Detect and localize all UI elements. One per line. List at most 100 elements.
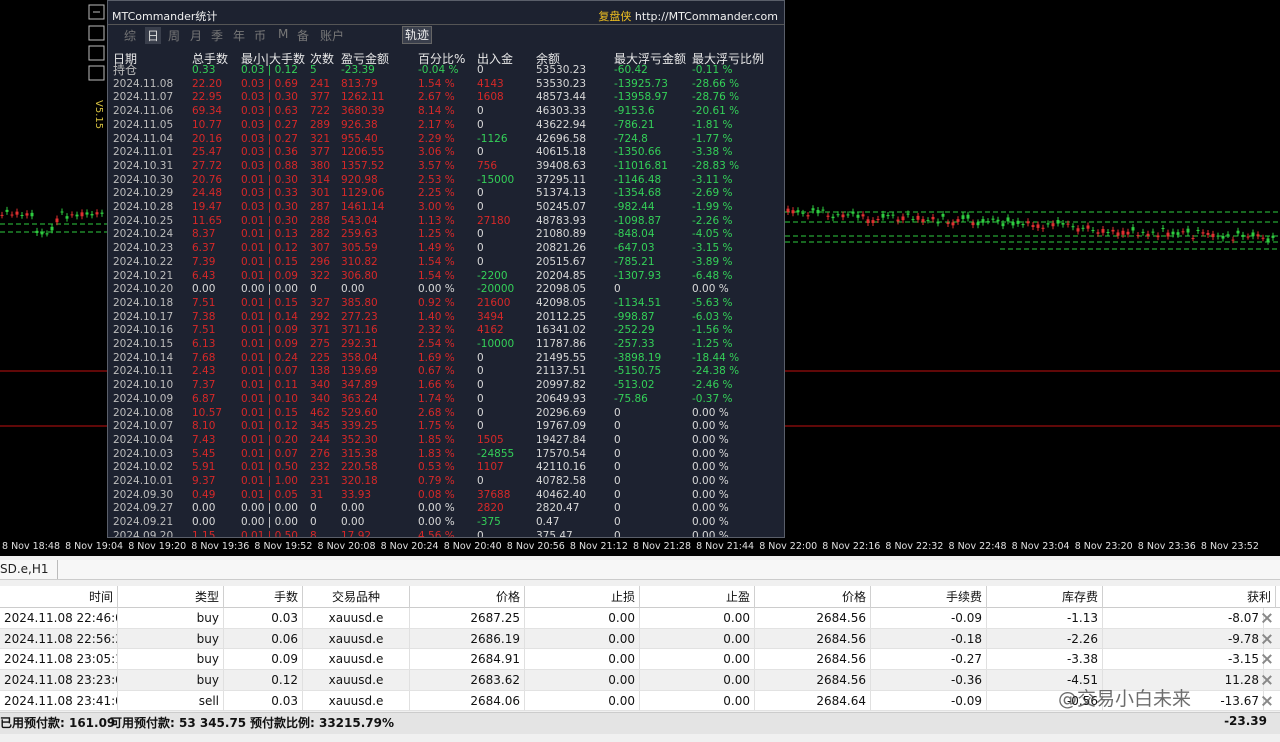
stats-cell: 307: [310, 242, 331, 255]
stats-cell: 0: [310, 283, 317, 296]
tab[interactable]: 月: [190, 29, 203, 43]
stats-cell: 3680.39: [341, 105, 385, 118]
tab[interactable]: 周: [168, 29, 181, 43]
url[interactable]: http://MTCommander.com: [634, 10, 778, 23]
stats-cell: -1098.87: [614, 214, 662, 227]
stats-cell: 0.49: [192, 488, 216, 501]
stats-cell: -75.86: [614, 392, 648, 405]
row-bg: [0, 608, 1280, 629]
stats-cell: -28.66 %: [692, 77, 740, 90]
stats-cell: 7.37: [192, 379, 216, 392]
stats-cell: 276: [310, 447, 331, 460]
order-cell: 0.09: [224, 649, 303, 670]
stats-cell: 0.01 | 0.11: [241, 379, 298, 392]
order-cell: 0.00: [525, 608, 640, 628]
stats-cell: 0.92 %: [418, 296, 455, 309]
time-label: 8 Nov 23:36: [1137, 541, 1196, 552]
column-header: 获利: [1103, 586, 1276, 608]
stats-cell: 320.18: [341, 475, 378, 487]
stats-cell: -28.76 %: [692, 91, 740, 104]
stats-cell: 0.00 %: [692, 461, 729, 474]
stats-cell: -60.42: [614, 64, 648, 76]
stats-cell: 259.63: [341, 228, 378, 241]
stats-cell: -1.81 %: [692, 118, 733, 131]
stats-cell: 2024.10.07: [113, 420, 174, 433]
order-cell: -0.36: [871, 670, 987, 691]
tab[interactable]: 季: [211, 29, 224, 43]
candles: [0, 205, 1275, 245]
tab[interactable]: M: [278, 27, 289, 41]
order-cell: buy: [118, 628, 224, 649]
order-cell: 2684.56: [755, 649, 871, 670]
time-label: 8 Nov 22:00: [759, 541, 818, 552]
stats-cell: 0.00: [192, 502, 216, 515]
column-header: 次数: [310, 52, 335, 66]
order-cell: -1.13: [987, 608, 1103, 628]
order-cell: 0.03: [224, 608, 303, 628]
stats-cell: 0.03 | 0.33: [241, 187, 298, 200]
stats-cell: 813.79: [341, 77, 378, 90]
stats-cell: 315.38: [341, 447, 378, 460]
tab[interactable]: 账户: [320, 29, 345, 43]
stats-cell: 17.92: [341, 529, 372, 538]
column-header: 类型: [118, 586, 224, 608]
order-lines: [0, 211, 1280, 250]
stats-cell: 1262.11: [341, 91, 385, 104]
stats-cell: 1.40 %: [418, 310, 455, 323]
stats-cell: 17570.54: [536, 447, 587, 460]
close-order[interactable]: [1262, 654, 1272, 664]
left-buttons[interactable]: [88, 4, 105, 81]
stats-cell: 2024.10.17: [113, 310, 174, 323]
stats-cell: 0.01 | 0.15: [241, 255, 298, 268]
close-order[interactable]: [1262, 696, 1272, 706]
stats-cell: 21080.89: [536, 228, 587, 241]
stats-cell: 0.00 %: [692, 516, 729, 529]
stats-cell: 244: [310, 433, 331, 446]
column-header: 日期: [113, 52, 138, 66]
stats-cell: 0: [477, 146, 484, 159]
tab[interactable]: 日: [145, 27, 162, 44]
stats-cell: 2024.10.18: [113, 296, 174, 309]
time-label: 8 Nov 19:36: [191, 541, 250, 552]
stats-cell: -3898.19: [614, 351, 662, 364]
stats-cell: -252.29: [614, 324, 655, 337]
stats-cell: 2.17 %: [418, 118, 455, 131]
track-button[interactable]: 轨迹: [402, 26, 432, 44]
stats-cell: 37688: [477, 488, 511, 501]
stats-cell: 2024.10.24: [113, 228, 174, 241]
tab[interactable]: 年: [233, 29, 246, 43]
stats-cell: -1146.48: [614, 173, 662, 186]
panel-title: MTCommander统计: [112, 10, 218, 23]
stats-cell: 2024.10.14: [113, 351, 174, 364]
stats-cell: 27180: [477, 214, 511, 227]
stats-cell: 305.59: [341, 242, 378, 255]
stats-cell: 6.43: [192, 269, 216, 282]
stats-cell: 0.01 | 0.09: [241, 324, 298, 337]
stats-cell: -28.83 %: [692, 159, 740, 172]
stats-cell: 340: [310, 392, 331, 405]
stats-cell: -1126: [477, 132, 508, 145]
stats-cell: 0: [310, 502, 317, 515]
stats-cell: 40615.18: [536, 146, 587, 159]
stats-cell: 5.45: [192, 447, 216, 460]
stats-cell: 2024.10.29: [113, 187, 174, 200]
stats-cell: 42696.58: [536, 132, 587, 145]
stats-cell: 0: [477, 255, 484, 268]
stats-cell: 377: [310, 91, 331, 104]
tab[interactable]: 综: [124, 29, 137, 43]
symbol-tab[interactable]: SD.e,H1: [0, 560, 58, 579]
stats-cell: 2.43: [192, 365, 216, 378]
footer-level: 预付款比例: 33215.79%: [250, 716, 395, 730]
stats-cell: 0: [614, 488, 621, 501]
stats-cell: 0: [477, 420, 484, 433]
stats-cell: 0.01 | 1.00: [241, 475, 298, 487]
stats-cell: 19767.09: [536, 420, 587, 433]
close-order[interactable]: [1262, 675, 1272, 685]
tab[interactable]: 备: [297, 29, 310, 43]
close-order[interactable]: [1262, 613, 1272, 623]
tab[interactable]: 币: [254, 29, 267, 43]
stats-cell: 375.47: [536, 529, 573, 538]
close-order[interactable]: [1262, 634, 1272, 644]
stats-cell: -647.03: [614, 242, 655, 255]
column-header: 最大浮亏比例: [692, 52, 765, 66]
